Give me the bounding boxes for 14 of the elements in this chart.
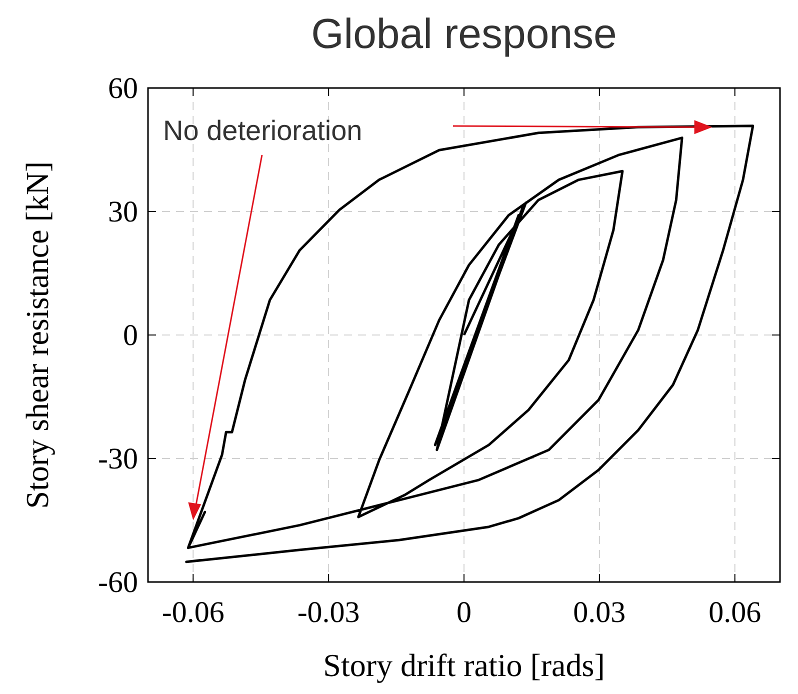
x-tick-label: -0.06 bbox=[162, 596, 224, 629]
y-tick-label: -30 bbox=[98, 442, 138, 476]
y-tick-label: -60 bbox=[98, 566, 138, 599]
y-tick-label: 30 bbox=[108, 196, 138, 228]
y-axis-title: Story shear resistance [kN] bbox=[19, 161, 55, 509]
y-tick-label: 0 bbox=[123, 319, 138, 352]
x-axis-title: Story drift ratio [rads] bbox=[323, 647, 605, 683]
x-tick-label: 0.03 bbox=[573, 596, 626, 629]
y-tick-label: 60 bbox=[108, 72, 138, 105]
x-tick-label: 0.06 bbox=[708, 596, 762, 629]
chart-title: Global response bbox=[311, 10, 617, 57]
x-tick-label: -0.03 bbox=[297, 596, 360, 629]
x-tick-label: 0 bbox=[456, 596, 472, 629]
annotation: No deterioration bbox=[163, 115, 362, 146]
